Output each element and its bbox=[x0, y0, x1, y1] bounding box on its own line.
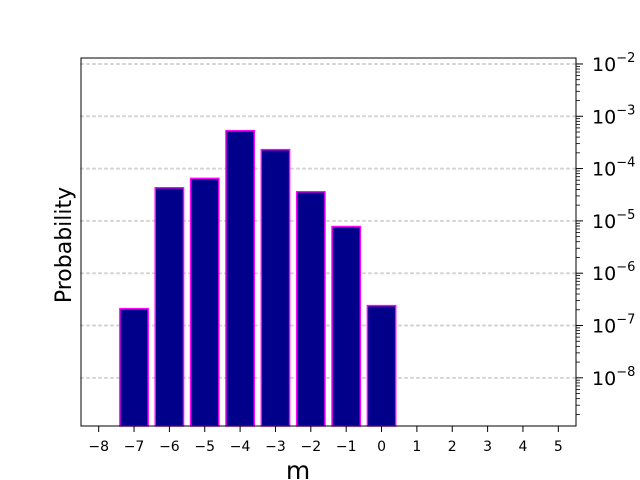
y-axis: 10−2 10−3 10−4 10−5 10−6 10−7 10−8 bbox=[576, 51, 635, 415]
x-axis-label: m bbox=[286, 456, 310, 480]
y-axis-label: Probability bbox=[52, 187, 77, 303]
x-tick-label: 5 bbox=[554, 439, 563, 455]
bar bbox=[119, 307, 149, 427]
x-tick-label: −6 bbox=[159, 439, 180, 455]
x-axis: −8 −7 −6 −5 −4 −3 −2 −1 0 1 2 3 4 5 bbox=[88, 426, 563, 455]
x-tick-label: −7 bbox=[124, 439, 145, 455]
x-tick-label: −2 bbox=[301, 439, 322, 455]
x-tick-label: −1 bbox=[336, 439, 357, 455]
x-tick-label: −8 bbox=[88, 439, 109, 455]
bar bbox=[260, 148, 291, 427]
y-tick-label: 10−4 bbox=[592, 156, 635, 181]
bar bbox=[189, 177, 220, 427]
x-tick-label: −5 bbox=[194, 439, 215, 455]
bar bbox=[225, 129, 255, 427]
x-tick-label: 3 bbox=[483, 439, 492, 455]
x-tick-label: 2 bbox=[448, 439, 457, 455]
y-tick-label: 10−3 bbox=[592, 103, 635, 128]
bar bbox=[295, 191, 326, 427]
x-tick-label: 0 bbox=[377, 439, 386, 455]
y-tick-label: 10−7 bbox=[592, 313, 635, 338]
bars bbox=[119, 129, 397, 427]
x-tick-label: −3 bbox=[265, 439, 286, 455]
grid-lines bbox=[80, 62, 577, 379]
bar bbox=[331, 225, 362, 427]
y-tick-label: 10−6 bbox=[592, 260, 635, 285]
x-tick-label: 4 bbox=[519, 439, 528, 455]
bar bbox=[154, 187, 185, 427]
bar bbox=[366, 304, 397, 427]
y-tick-label: 10−8 bbox=[592, 365, 635, 390]
y-tick-label: 10−2 bbox=[592, 51, 635, 76]
x-tick-label: −4 bbox=[230, 439, 251, 455]
y-tick-label: 10−5 bbox=[592, 208, 635, 233]
x-tick-label: 1 bbox=[412, 439, 421, 455]
